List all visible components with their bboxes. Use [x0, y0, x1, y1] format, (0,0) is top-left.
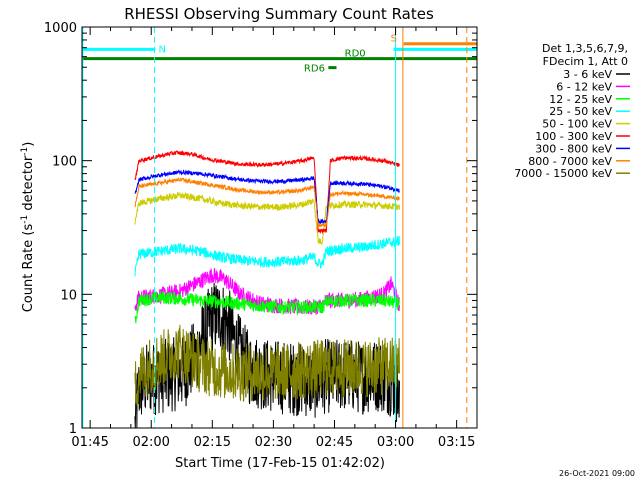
legend-label: 800 - 7000 keV [528, 155, 612, 168]
series-line [134, 149, 400, 235]
y-tick-label: 10 [60, 288, 77, 303]
series-line [134, 291, 400, 324]
x-tick-label: 03:15 [438, 435, 475, 450]
chart-title: RHESSI Observing Summary Count Rates [124, 5, 434, 23]
legend-label: 25 - 50 keV [549, 105, 612, 118]
legend-label: 7000 - 15000 keV [514, 167, 612, 180]
x-tick-label: 03:00 [377, 435, 414, 450]
x-tick-label: 02:30 [255, 435, 292, 450]
timestamp-text: 26-Oct-2021 09:00 [559, 469, 635, 478]
series-line [134, 177, 400, 228]
rd6-label: RD6 [304, 64, 325, 75]
x-tick-label: 02:15 [194, 435, 231, 450]
y-tick-label: 1000 [44, 21, 77, 36]
series-line [134, 324, 400, 406]
legend-label: 300 - 800 keV [535, 142, 612, 155]
legend-label: 100 - 300 keV [535, 130, 612, 143]
y-tick-label: 1 [69, 422, 77, 437]
y-tick-label: 100 [52, 155, 77, 170]
saa-label: S [391, 34, 397, 45]
legend-label: 50 - 100 keV [542, 118, 612, 131]
y-axis-label: Count Rate (s-1 detector-1) [20, 142, 36, 313]
series-line [134, 169, 400, 226]
legend: Det 1,3,5,6,7,9, FDecim 1, Att 0 3 - 6 k… [514, 42, 630, 180]
legend-header-line2: FDecim 1, Att 0 [543, 55, 628, 68]
plot-area: N S RD0 RD6 01:45 02:00 02:15 02:30 02:45 03:00 0… [44, 21, 478, 450]
x-tick-label: 02:00 [132, 435, 169, 450]
x-axis-label: Start Time (17-Feb-15 01:42:02) [175, 456, 385, 471]
legend-label: 6 - 12 keV [556, 80, 612, 93]
rd0-label: RD0 [345, 49, 366, 60]
legend-header-line1: Det 1,3,5,6,7,9, [542, 42, 628, 55]
legend-label: 3 - 6 keV [563, 68, 612, 81]
legend-label: 12 - 25 keV [549, 93, 612, 106]
night-label: N [159, 44, 166, 55]
series-line [134, 191, 400, 245]
plot-frame [81, 26, 478, 429]
x-tick-label: 02:45 [316, 435, 353, 450]
series-line [134, 235, 400, 277]
x-tick-label: 01:45 [71, 435, 108, 450]
